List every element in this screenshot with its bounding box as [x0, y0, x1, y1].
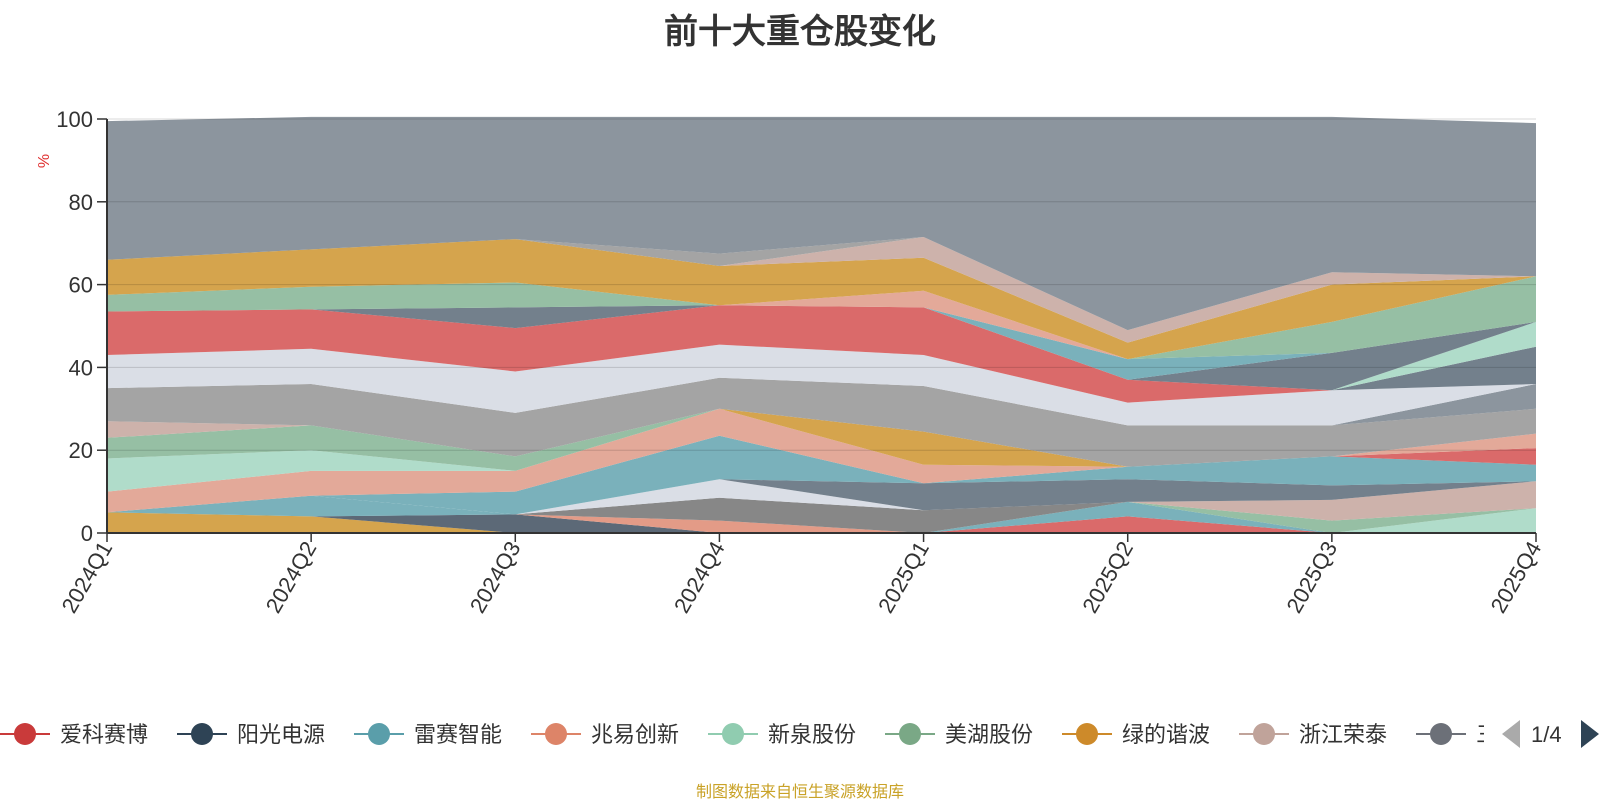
area-series-15 [107, 408, 1536, 492]
area-series-4 [107, 512, 1536, 533]
legend-item[interactable]: 阳光电源 [177, 722, 325, 747]
legend-item[interactable]: 美湖股份 [885, 722, 1033, 747]
x-tick-label: 2024Q3 [465, 537, 526, 617]
chart-title: 前十大重仓股变化 [664, 12, 936, 52]
legend-item[interactable] [1416, 723, 1466, 745]
area-series-group [107, 116, 1536, 533]
legend-page-indicator: 1/4 [1531, 722, 1562, 747]
source-note: 制图数据来自恒生聚源数据库 [695, 782, 904, 801]
y-tick-label: 60 [69, 273, 93, 298]
legend-label: 爱科赛博 [60, 722, 148, 747]
area-series-8 [107, 481, 1536, 533]
area-series-32 [107, 116, 1536, 331]
x-tick-label: 2025Q3 [1281, 537, 1342, 617]
legend-item[interactable]: 新泉股份 [708, 722, 856, 747]
area-series-3 [107, 512, 1536, 533]
x-tick-label: 2024Q1 [57, 537, 118, 617]
area-series-1 [107, 512, 1536, 533]
area-series-19 [107, 377, 1536, 467]
legend-marker-icon [14, 723, 36, 745]
area-series-24 [107, 305, 1536, 403]
legend-item[interactable]: 雷赛智能 [354, 722, 502, 747]
legend-prev-page-icon[interactable] [1502, 720, 1520, 748]
y-tick-label: 20 [69, 438, 93, 463]
legend-item[interactable]: 爱科赛博 [0, 722, 148, 747]
x-tick-label: 2025Q2 [1077, 537, 1138, 617]
legend-item[interactable]: 绿的谐波 [1062, 722, 1210, 747]
area-series-26 [107, 305, 1536, 380]
legend-marker-icon [1430, 723, 1452, 745]
y-tick-label: 0 [81, 521, 93, 546]
legend-marker-icon [1076, 723, 1098, 745]
area-series-7 [107, 495, 1536, 533]
area-series-10 [107, 479, 1536, 515]
area-series-14 [107, 408, 1536, 513]
area-series-21 [107, 344, 1536, 426]
y-tick-label: 40 [69, 355, 93, 380]
area-series-27 [107, 290, 1536, 360]
y-tick-label: 80 [69, 190, 93, 215]
legend-label: 兆易创新 [591, 722, 679, 747]
legend-label: 美湖股份 [945, 722, 1033, 747]
area-series-16 [107, 408, 1536, 492]
legend-label: 新泉股份 [768, 722, 856, 747]
area-series-2 [107, 512, 1536, 533]
legend-marker-icon [899, 723, 921, 745]
y-axis-label: % [36, 154, 53, 168]
legend-item[interactable]: 兆易创新 [531, 722, 679, 747]
y-tick-label: 100 [56, 107, 93, 132]
legend-marker-icon [722, 723, 744, 745]
area-series-28 [107, 276, 1536, 360]
area-series-12 [107, 435, 1536, 515]
area-series-5 [107, 508, 1536, 533]
legend-marker-icon [368, 723, 390, 745]
legend[interactable]: 爱科赛博阳光电源雷赛智能兆易创新新泉股份美湖股份绿的谐波浙江荣泰三1/4 [0, 712, 1600, 756]
legend-marker-icon [545, 723, 567, 745]
legend-label: 浙江荣泰 [1299, 722, 1387, 747]
x-tick-label: 2024Q2 [261, 537, 322, 617]
area-series-6 [107, 495, 1536, 533]
legend-next-page-icon[interactable] [1581, 720, 1599, 748]
area-series-11 [107, 479, 1536, 515]
legend-marker-icon [1253, 723, 1275, 745]
legend-label: 阳光电源 [237, 722, 325, 747]
area-series-29 [107, 239, 1536, 360]
x-tick-label: 2024Q4 [669, 537, 730, 617]
area-series-30 [107, 237, 1536, 343]
area-series-17 [107, 408, 1536, 471]
legend-item[interactable]: 浙江荣泰 [1239, 722, 1387, 747]
area-series-9 [107, 481, 1536, 533]
x-tick-label: 2025Q1 [873, 537, 934, 617]
legend-label: 雷赛智能 [414, 722, 502, 747]
legend-marker-icon [191, 723, 213, 745]
grid-lines [107, 118, 1536, 451]
x-tick-label: 2025Q4 [1486, 537, 1547, 617]
legend-label: 绿的谐波 [1122, 722, 1210, 747]
